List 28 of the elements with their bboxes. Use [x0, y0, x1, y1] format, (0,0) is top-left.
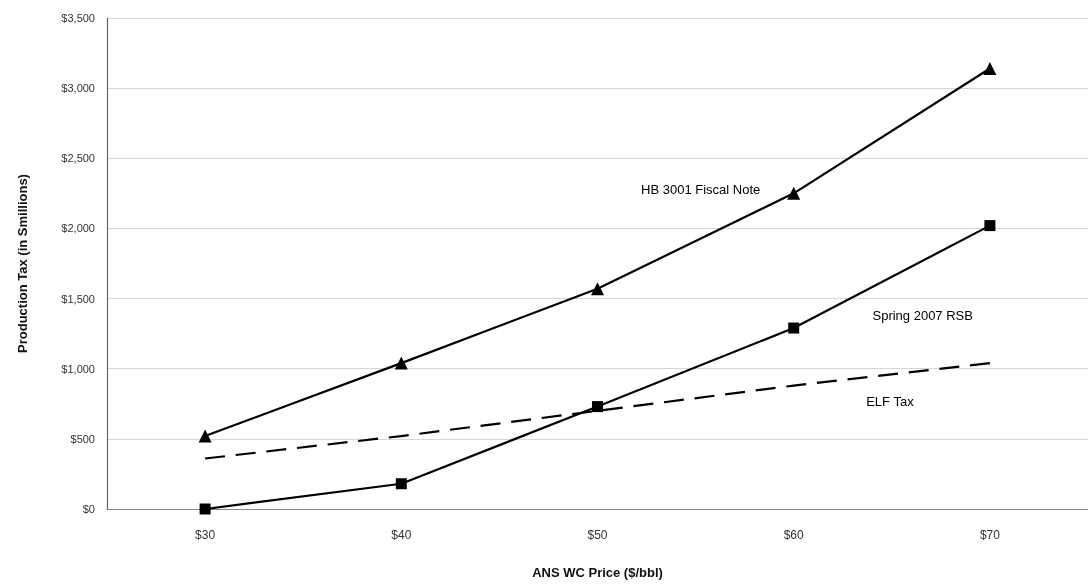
point — [591, 282, 604, 296]
point — [984, 220, 996, 232]
y-tick-label: $0 — [82, 503, 95, 515]
series-label: HB 3001 Fiscal Note — [641, 181, 761, 197]
point — [592, 401, 603, 413]
point — [788, 322, 800, 334]
x-axis-title: ANS WC Price ($/bbl) — [532, 565, 663, 580]
point — [198, 429, 212, 443]
x-tick-label: $40 — [391, 528, 412, 542]
y-tick-label: $500 — [70, 432, 95, 445]
series-label: Spring 2007 RSB — [872, 307, 973, 323]
series-label: ELF Tax — [866, 393, 915, 409]
y-tick-label: $2,000 — [61, 222, 95, 235]
y-tick-label: $2,500 — [61, 152, 95, 165]
y-tick-label: $3,500 — [61, 12, 95, 24]
x-tick-label: $60 — [783, 528, 805, 542]
point — [395, 478, 407, 490]
y-axis-title: Production Tax (in Smillions) — [15, 174, 30, 353]
y-tick-label: $1,000 — [61, 362, 95, 375]
point — [394, 356, 408, 370]
x-tick-label: $30 — [195, 528, 216, 542]
point — [983, 62, 997, 75]
point — [787, 186, 801, 200]
x-tick-label: $50 — [587, 528, 608, 542]
y-tick-label: $3,000 — [61, 82, 95, 95]
x-tick-label: $70 — [979, 528, 1001, 542]
point — [199, 503, 211, 515]
y-tick-label: $1,500 — [61, 292, 95, 305]
